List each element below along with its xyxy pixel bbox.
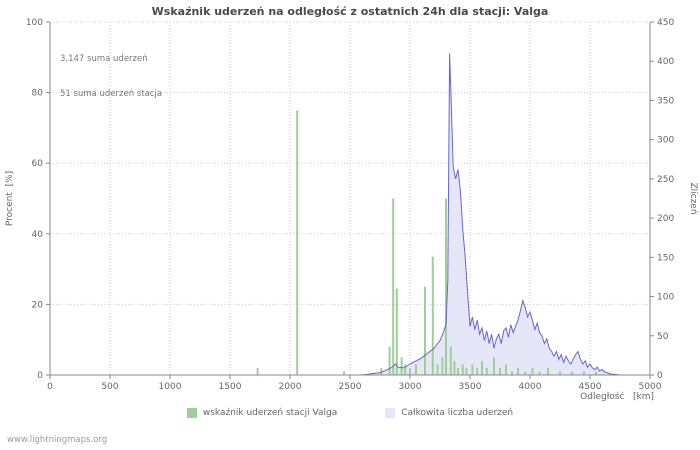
x-tick-label: 3000 (399, 382, 422, 392)
grid-lines (49, 21, 651, 375)
x-tick-label: 3500 (459, 382, 482, 392)
right-tick-label: 50 (657, 332, 669, 342)
left-tick-label: 40 (32, 230, 44, 240)
legend-swatch-total-strikes-icon (385, 408, 396, 418)
left-axis-title: Procent [%] (5, 171, 15, 226)
x-tick-label: 500 (101, 382, 118, 392)
legend-label-station-ratio: wskaźnik uderzeń stacji Valga (202, 408, 338, 418)
watermark-text: www.lightningmaps.org (7, 435, 108, 445)
left-tick-label: 0 (37, 371, 43, 381)
left-tick-label: 80 (32, 89, 44, 99)
x-tick-label: 2000 (279, 382, 302, 392)
x-tick-label: 2500 (339, 382, 362, 392)
x-tick-label: 5000 (639, 382, 662, 392)
x-tick-label: 1500 (219, 382, 242, 392)
right-tick-label: 350 (657, 96, 674, 106)
legend-item-total-strikes: Całkowita liczba uderzeń (385, 408, 513, 418)
x-axis-title: Odległość [km] (580, 391, 654, 402)
ticks-and-labels: 0 500 1000 1500 2000 2500 3000 3500 4000 4500 5000… (26, 18, 675, 392)
right-tick-label: 150 (657, 253, 674, 263)
right-axis-title: Zliczeń (688, 182, 698, 214)
left-tick-label: 100 (26, 18, 43, 28)
legend-label-total-strikes: Całkowita liczba uderzeń (401, 408, 514, 418)
left-tick-label: 60 (32, 159, 44, 169)
legend-swatch-station-ratio-icon (186, 408, 197, 418)
annotation-station-strikes: 51 suma uderzeń stacja (60, 88, 163, 99)
annotation-total-strikes: 3,147 suma uderzeń (60, 54, 148, 64)
right-tick-label: 200 (657, 214, 674, 224)
chart-title: Wskaźnik uderzeń na odległość z ostatnic… (151, 5, 549, 18)
right-tick-label: 250 (657, 175, 674, 185)
x-tick-label: 4500 (579, 382, 602, 392)
x-tick-label: 1000 (159, 382, 182, 392)
total-strikes-line (50, 53, 650, 376)
right-tick-label: 300 (657, 136, 674, 146)
legend-item-station-ratio: wskaźnik uderzeń stacji Valga (186, 408, 338, 418)
strike-ratio-bars (256, 110, 597, 376)
x-tick-label: 0 (47, 382, 53, 392)
chart-annotations: 3,147 suma uderzeń 51 suma uderzeń stacj… (60, 31, 162, 123)
legend: wskaźnik uderzeń stacji Valga Całkowita … (0, 408, 700, 418)
x-tick-label: 4000 (519, 382, 542, 392)
right-tick-label: 100 (657, 293, 674, 303)
left-tick-label: 20 (32, 300, 44, 310)
right-tick-label: 400 (657, 57, 674, 67)
right-tick-label: 0 (657, 371, 663, 381)
right-tick-label: 450 (657, 18, 674, 28)
